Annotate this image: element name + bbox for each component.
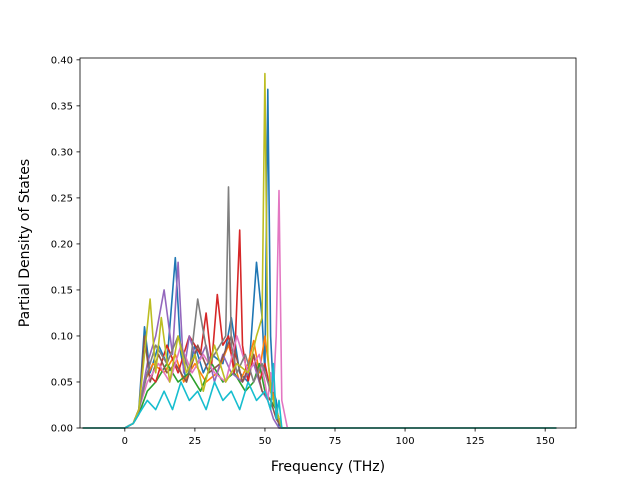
x-tick-label: 125 [466,436,485,447]
x-axis: 0 25 50 75 100 125 150 [122,428,555,447]
y-tick-label: 0.10 [51,331,73,342]
x-tick-label: 100 [396,436,415,447]
x-tick-label: 150 [536,436,555,447]
y-tick-label: 0.05 [51,377,73,388]
y-tick-label: 0.30 [51,147,73,158]
x-axis-label: Frequency (THz) [271,459,385,475]
y-axis-label: Partial Density of States [17,159,33,327]
y-tick-label: 0.20 [51,239,73,250]
y-axis: 0.00 0.05 0.10 0.15 0.20 0.25 0.30 0.35 0.40 [51,55,80,435]
x-tick-label: 0 [122,436,128,447]
y-tick-label: 0.40 [51,55,73,66]
x-tick-label: 75 [329,436,342,447]
plot-frame [79,57,577,429]
series-line-8 [82,72,557,429]
y-tick-label: 0.35 [51,101,73,112]
y-tick-label: 0.00 [51,424,73,435]
y-tick-label: 0.25 [51,193,73,204]
x-tick-label: 50 [259,436,272,447]
y-tick-label: 0.15 [51,285,73,296]
x-tick-label: 25 [189,436,202,447]
series-line-6 [82,189,557,429]
